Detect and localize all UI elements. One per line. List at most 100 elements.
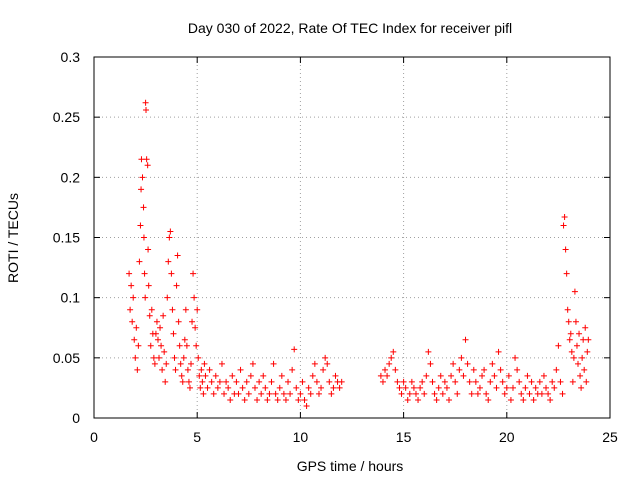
data-point [127, 306, 134, 313]
data-point [560, 222, 567, 229]
data-point [260, 372, 267, 379]
data-point [579, 354, 586, 361]
data-point [251, 384, 258, 391]
data-point [384, 372, 391, 379]
data-point [565, 318, 572, 325]
data-point [520, 396, 527, 403]
x-tick-label: 0 [90, 429, 98, 445]
data-point [175, 318, 182, 325]
data-point [186, 384, 193, 391]
data-point [221, 390, 228, 397]
data-point [415, 396, 422, 403]
y-tick-label: 0.05 [53, 350, 80, 366]
data-point [338, 378, 345, 385]
data-point [216, 378, 223, 385]
data-point [146, 312, 153, 319]
data-point [276, 384, 283, 391]
data-point [456, 366, 463, 373]
data-point [126, 270, 133, 277]
data-point [495, 348, 502, 355]
data-point [398, 390, 405, 397]
data-point [184, 366, 191, 373]
data-point [142, 294, 149, 301]
y-tick-label: 0.2 [61, 169, 81, 185]
data-point [148, 306, 155, 313]
data-point [429, 378, 436, 385]
data-point [379, 378, 386, 385]
data-point [185, 378, 192, 385]
data-point [190, 270, 197, 277]
data-point [168, 270, 175, 277]
data-point [254, 396, 261, 403]
data-point [584, 348, 591, 355]
data-point [309, 372, 316, 379]
data-point [566, 336, 573, 343]
data-point [181, 336, 188, 343]
data-point [132, 354, 139, 361]
data-point [501, 390, 508, 397]
y-tick-label: 0 [72, 410, 80, 426]
data-point [330, 384, 337, 391]
data-point [170, 330, 177, 337]
x-tick-label: 15 [396, 429, 412, 445]
data-point [233, 378, 240, 385]
data-point [567, 330, 574, 337]
data-point [229, 372, 236, 379]
data-point [201, 360, 208, 367]
data-point [235, 390, 242, 397]
data-point [287, 390, 294, 397]
data-point [188, 360, 195, 367]
data-point [448, 372, 455, 379]
data-point [169, 306, 176, 313]
data-point [489, 360, 496, 367]
data-point [272, 390, 279, 397]
data-point [419, 378, 426, 385]
data-point [555, 342, 562, 349]
data-point [293, 384, 300, 391]
data-point [198, 366, 205, 373]
data-point [472, 378, 479, 385]
data-point [256, 378, 263, 385]
data-point [570, 354, 577, 361]
data-point [575, 360, 582, 367]
data-point [223, 378, 230, 385]
data-point [466, 378, 473, 385]
data-point [151, 360, 158, 367]
data-point [143, 156, 150, 163]
data-point [208, 378, 215, 385]
data-point [179, 378, 186, 385]
y-axis-label: ROTI / TECUs [5, 193, 21, 283]
data-point [227, 396, 234, 403]
data-point [578, 384, 585, 391]
data-point [421, 390, 428, 397]
data-point [174, 252, 181, 259]
data-point [547, 396, 554, 403]
data-point [439, 390, 446, 397]
axis-ticks: 0 5 10 15 20 25 0 0.05 0.1 0.15 0.2 0.25 0.3 [53, 49, 618, 445]
data-point [129, 318, 136, 325]
data-point [568, 348, 575, 355]
data-point [392, 366, 399, 373]
data-point [326, 378, 333, 385]
data-point [280, 390, 287, 397]
data-point [462, 336, 469, 343]
data-point [178, 372, 185, 379]
data-point [162, 378, 169, 385]
data-point [282, 396, 289, 403]
data-point [142, 99, 149, 106]
data-point [518, 390, 525, 397]
data-point [571, 288, 578, 295]
data-point [193, 342, 200, 349]
data-point [144, 162, 151, 169]
data-point [561, 214, 568, 221]
data-point [197, 384, 204, 391]
data-point [266, 390, 273, 397]
data-point [153, 318, 160, 325]
data-point [545, 390, 552, 397]
data-point [487, 378, 494, 385]
data-point [446, 396, 453, 403]
data-point [180, 354, 187, 361]
data-point [191, 294, 198, 301]
data-point [573, 342, 580, 349]
data-point [291, 346, 298, 353]
